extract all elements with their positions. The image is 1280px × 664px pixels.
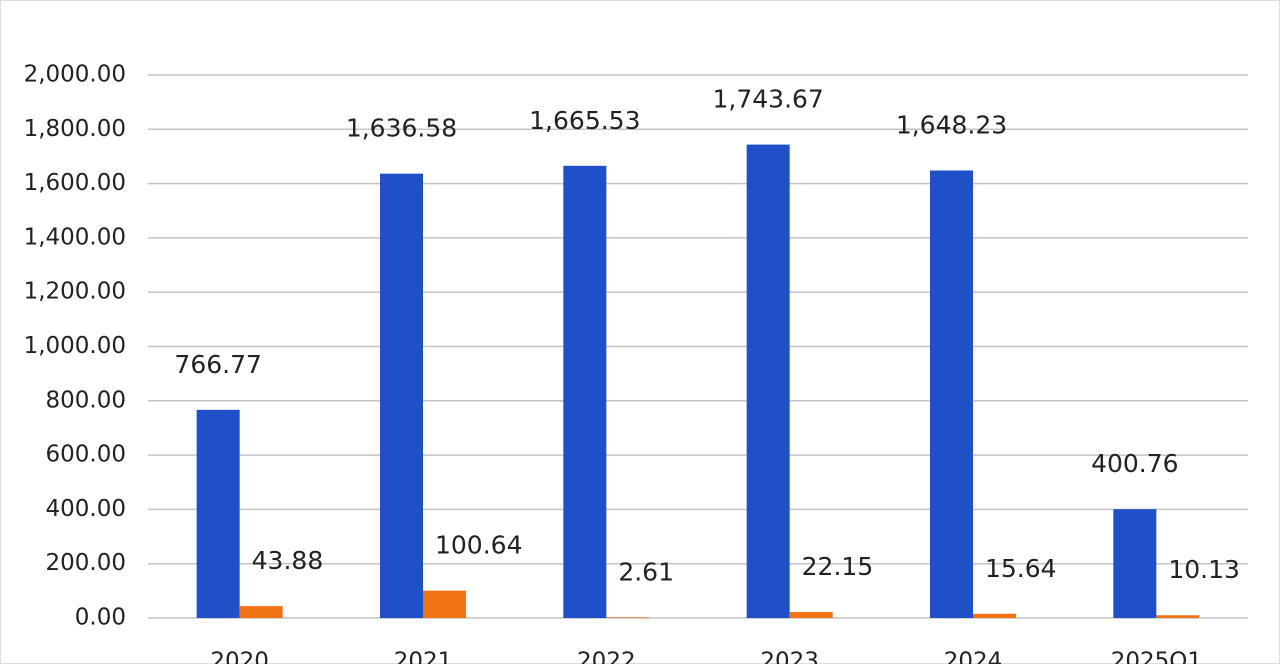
data-label: 100.64 [435,531,522,560]
bar [1156,615,1200,618]
data-label: 1,648.23 [896,111,1007,140]
y-tick-label: 2,000.00 [24,62,126,88]
bar [606,617,650,618]
y-tick-label: 800.00 [46,387,126,413]
y-tick-label: 1,200.00 [24,279,126,305]
x-tick-label: 2024 [944,649,1003,664]
data-label: 1,743.67 [713,85,824,114]
x-tick-label: 2021 [394,649,453,664]
y-tick-label: 1,600.00 [24,170,126,196]
x-tick-label: 2020 [210,649,269,664]
x-tick-label: 2022 [577,649,636,664]
y-tick-label: 1,400.00 [24,224,126,250]
bar [239,606,283,618]
data-label: 766.77 [174,350,261,379]
data-label: 2.61 [618,557,674,586]
bar [789,611,833,618]
bar [746,144,790,618]
data-label: 43.88 [252,546,324,575]
x-tick-label: 2023 [760,649,819,664]
bar [196,409,240,618]
bar [423,590,466,618]
data-label: 1,636.58 [346,114,457,143]
bar [1113,509,1157,618]
y-tick-label: 600.00 [46,442,126,468]
data-label: 22.15 [802,552,874,581]
data-label: 10.13 [1168,555,1240,584]
y-tick-label: 1,800.00 [24,116,126,142]
data-label: 15.64 [985,554,1057,583]
y-tick-label: 400.00 [46,496,126,522]
y-tick-label: 0.00 [75,605,126,631]
bar [973,613,1016,618]
y-tick-label: 200.00 [46,550,126,576]
bar [380,173,423,619]
bar [563,165,607,619]
x-tick-label: 2025Q1 [1111,649,1202,664]
y-tick-label: 1,000.00 [24,333,126,359]
bar [930,170,973,618]
data-label: 400.76 [1091,449,1178,478]
data-label: 1,665.53 [529,106,640,135]
